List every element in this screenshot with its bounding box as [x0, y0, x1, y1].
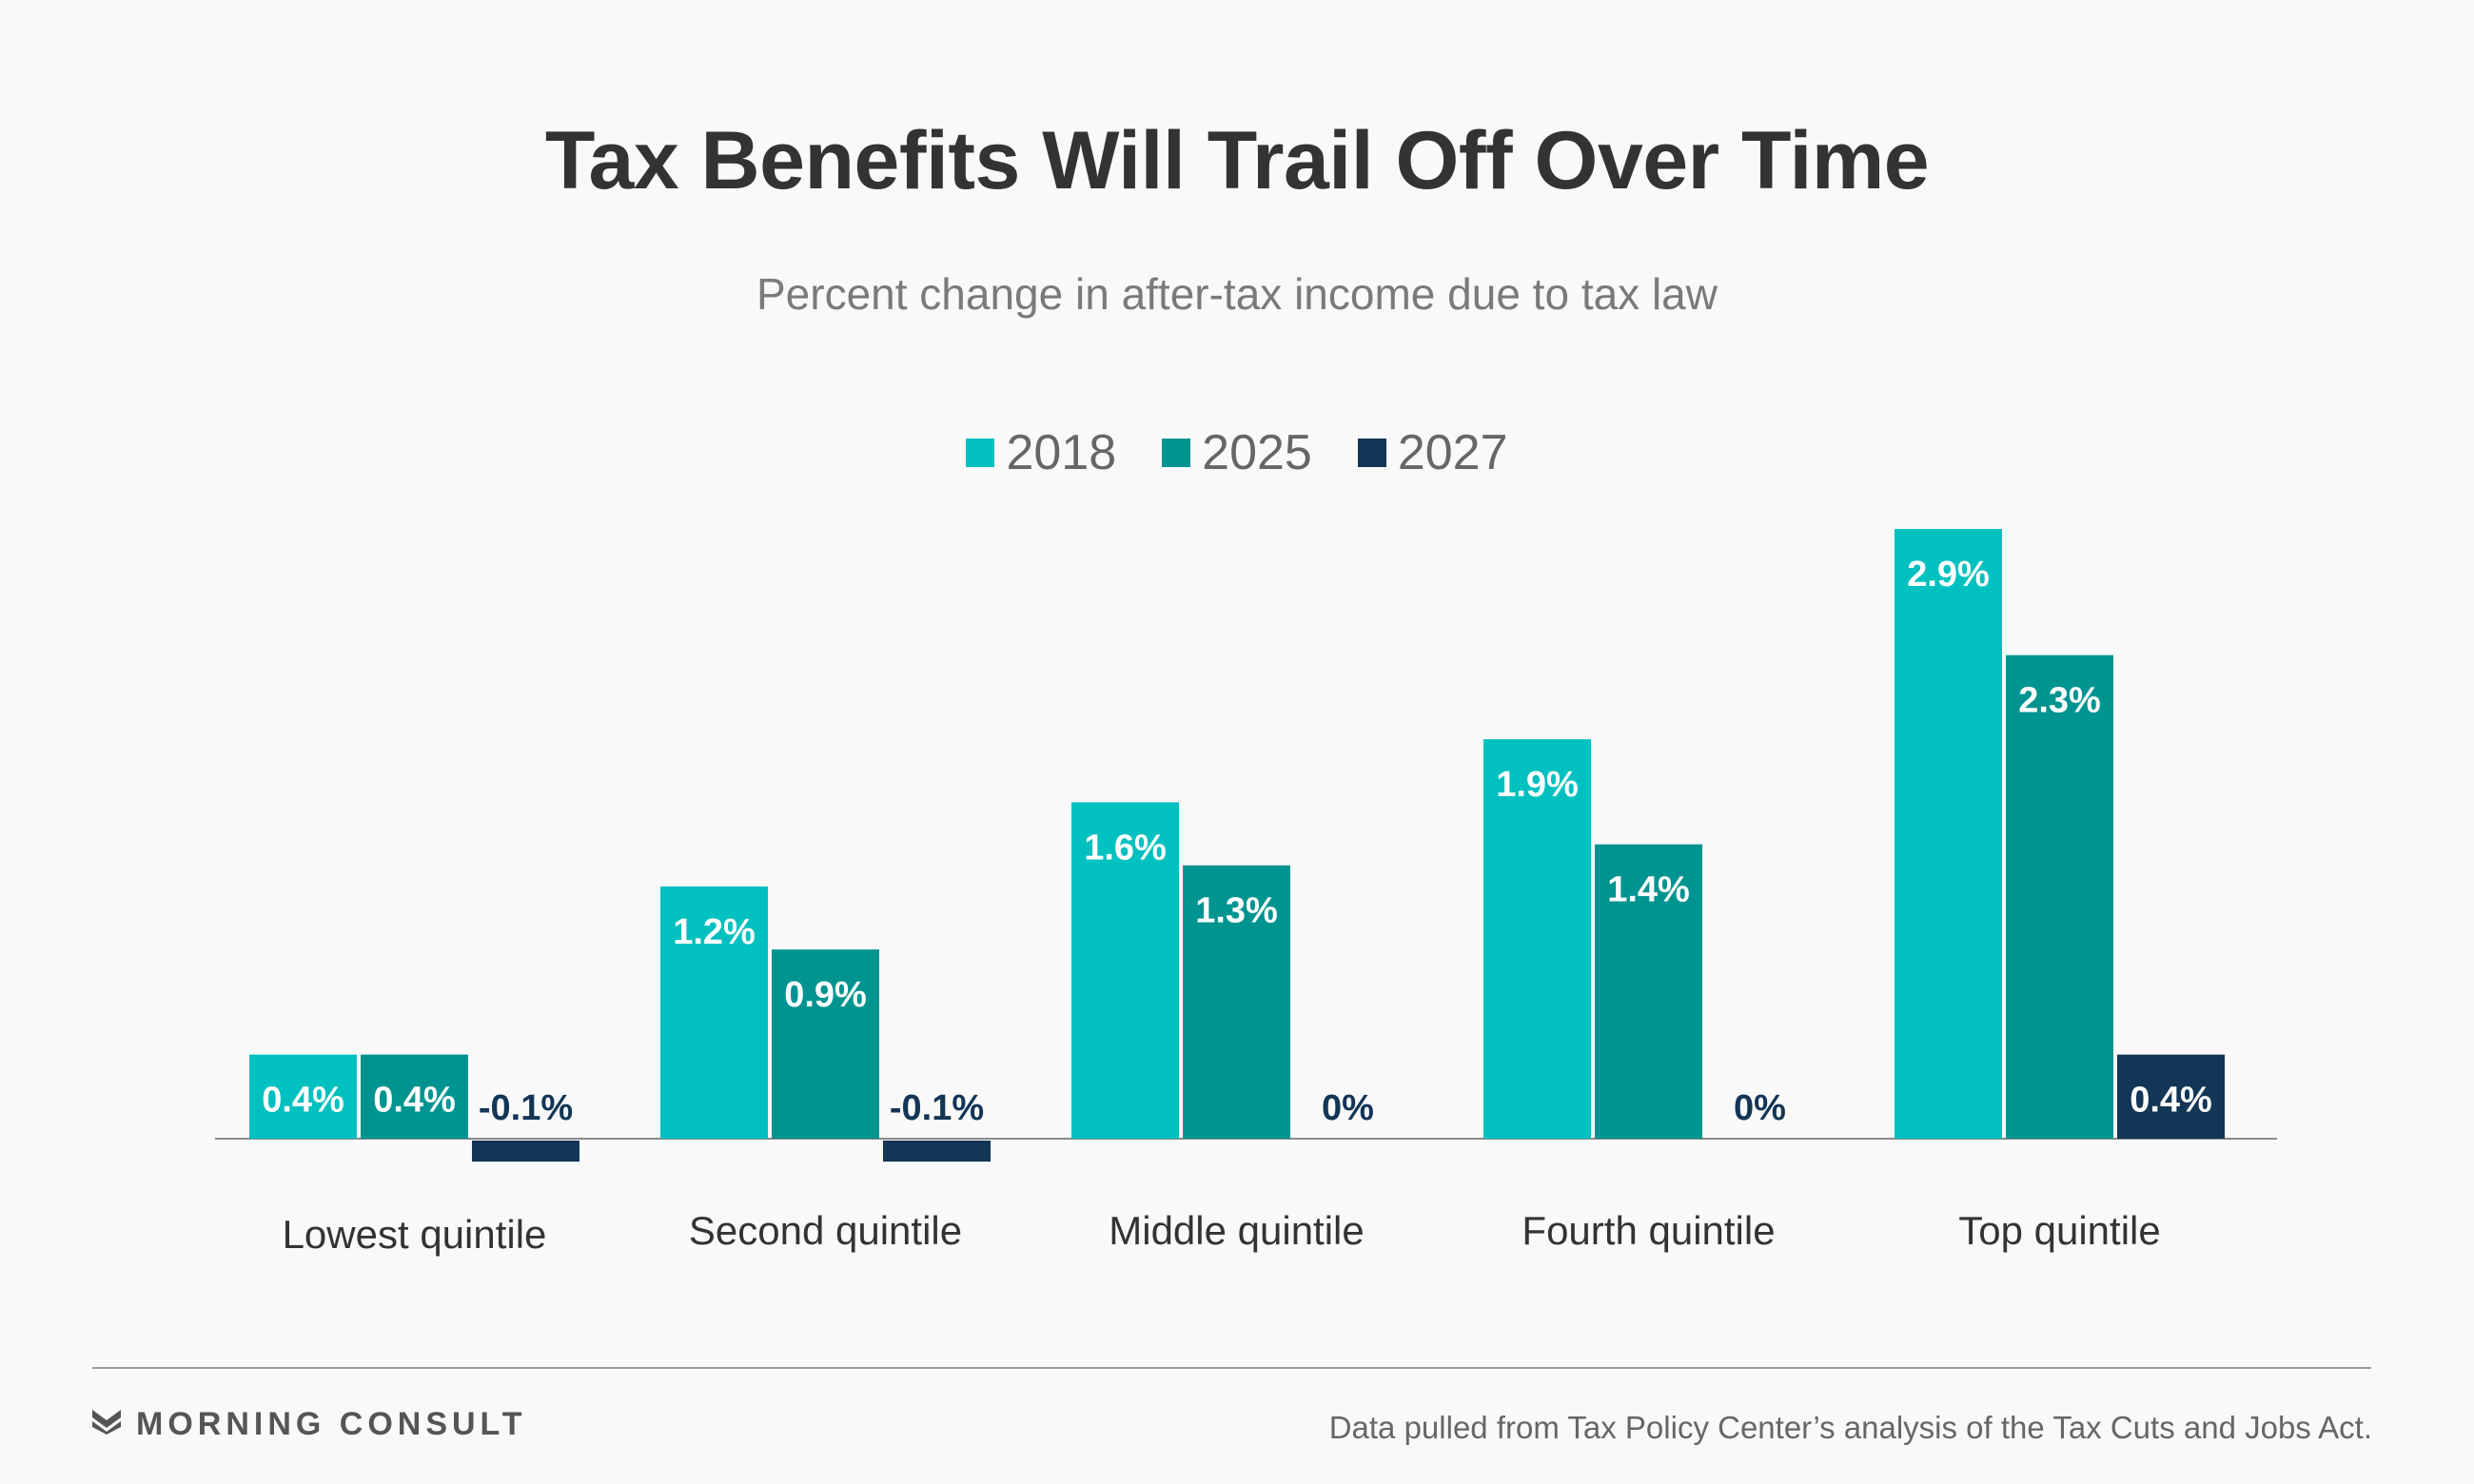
- bar-lowest-quintile-2018: [249, 1054, 357, 1139]
- data-label-middle-quintile-2027: 0%: [1322, 1088, 1374, 1128]
- bar-chart: 0.4% 0.4% -0.1% Lowest quintile 1.2% 0.9% -0.1…: [215, 529, 2277, 1257]
- bar-top-quintile-2027: [2117, 1054, 2225, 1139]
- bar-second-quintile-2027: [883, 1141, 991, 1162]
- brand: MORNING CONSULT: [92, 1406, 527, 1443]
- bar-fourth-quintile-2018: [1483, 739, 1591, 1139]
- category-label-top-quintile: Top quintile: [1958, 1208, 2160, 1253]
- data-label-fourth-quintile-2025: 1.4%: [1607, 870, 1690, 910]
- data-label-fourth-quintile-2027: 0%: [1734, 1088, 1786, 1128]
- category-label-second-quintile: Second quintile: [689, 1208, 962, 1253]
- bar-lowest-quintile-2027: [472, 1141, 579, 1162]
- data-label-lowest-quintile-2025: 0.4%: [373, 1081, 456, 1121]
- category-label-middle-quintile: Middle quintile: [1109, 1208, 1365, 1253]
- data-label-second-quintile-2018: 1.2%: [673, 912, 756, 952]
- footer-divider: [92, 1367, 2371, 1369]
- data-label-second-quintile-2027: -0.1%: [890, 1088, 984, 1128]
- data-label-second-quintile-2025: 0.9%: [784, 975, 867, 1015]
- bar-middle-quintile-2018: [1071, 802, 1179, 1139]
- legend-swatch-2025: [1162, 439, 1191, 467]
- data-label-top-quintile-2027: 0.4%: [2130, 1081, 2212, 1121]
- bar-middle-quintile-2025: [1183, 865, 1290, 1139]
- legend-label-2025: 2025: [1202, 425, 1312, 480]
- legend-item-2027: 2027: [1357, 424, 1508, 481]
- bar-second-quintile-2018: [660, 886, 768, 1139]
- legend-item-2018: 2018: [966, 424, 1116, 481]
- bar-fourth-quintile-2025: [1595, 844, 1702, 1139]
- brand-name: MORNING CONSULT: [136, 1406, 527, 1442]
- legend-swatch-2018: [966, 439, 995, 467]
- data-label-lowest-quintile-2018: 0.4%: [262, 1081, 344, 1121]
- bar-lowest-quintile-2025: [361, 1054, 468, 1139]
- data-label-top-quintile-2025: 2.3%: [2018, 681, 2101, 721]
- data-label-fourth-quintile-2018: 1.9%: [1496, 765, 1579, 805]
- category-label-lowest-quintile: Lowest quintile: [283, 1212, 547, 1257]
- bar-top-quintile-2018: [1895, 529, 2002, 1139]
- chart-subtitle: Percent change in after-tax income due t…: [756, 269, 1718, 319]
- data-label-lowest-quintile-2027: -0.1%: [479, 1088, 573, 1128]
- legend-label-2018: 2018: [1006, 425, 1117, 480]
- category-label-fourth-quintile: Fourth quintile: [1522, 1208, 1775, 1253]
- bar-top-quintile-2025: [2006, 654, 2113, 1139]
- chart-title: Tax Benefits Will Trail Off Over Time: [544, 115, 1930, 206]
- legend-item-2025: 2025: [1162, 424, 1312, 481]
- data-label-middle-quintile-2018: 1.6%: [1084, 828, 1167, 868]
- data-label-middle-quintile-2025: 1.3%: [1195, 891, 1278, 931]
- legend-label-2027: 2027: [1397, 425, 1508, 480]
- source-note: Data pulled from Tax Policy Center’s ana…: [1328, 1410, 2372, 1445]
- legend-swatch-2027: [1357, 439, 1386, 467]
- bar-second-quintile-2025: [772, 949, 879, 1139]
- legend: 2018 2025 2027: [0, 424, 2474, 481]
- morning-consult-logo-icon: [92, 1406, 121, 1443]
- data-label-top-quintile-2018: 2.9%: [1907, 555, 1990, 595]
